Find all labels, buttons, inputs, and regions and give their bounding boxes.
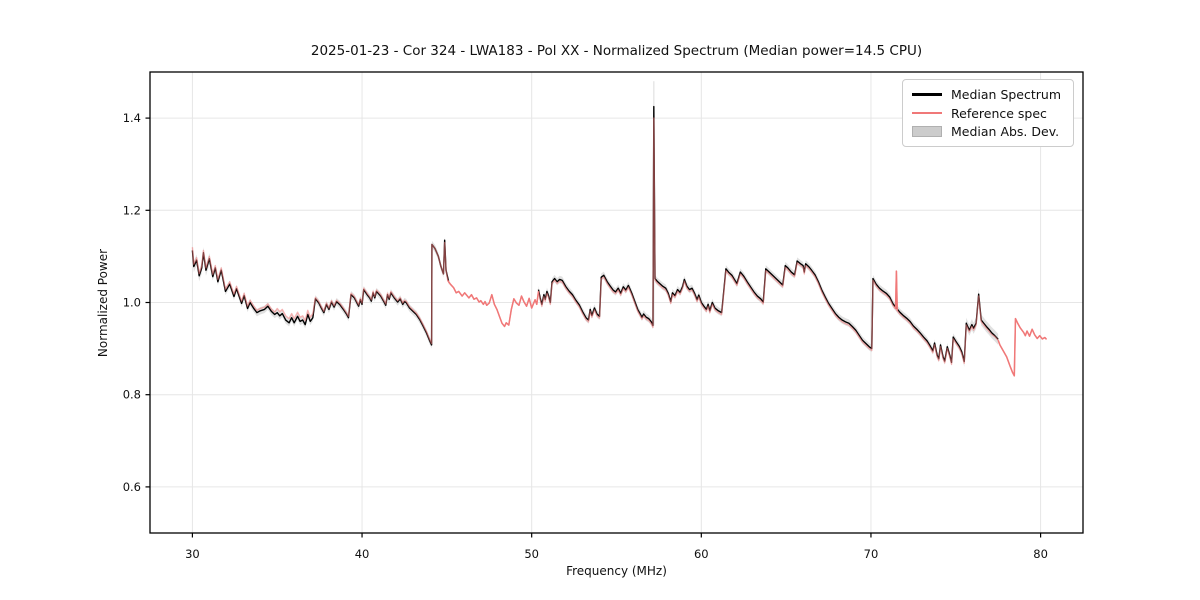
median-spectrum-line [191,105,999,364]
legend-item-median-abs-dev: Median Abs. Dev. [912,122,1064,141]
mad-band-area [192,236,449,349]
x-tick-label: 40 [355,547,370,561]
mad-band [192,81,999,368]
mad-patch-swatch [912,126,942,138]
legend-label: Reference spec [951,105,1047,121]
x-tick-label: 30 [185,547,200,561]
reference-spec-line-swatch [912,111,942,115]
reference-spec-path [191,117,1048,377]
x-axis-label: Frequency (MHz) [566,564,667,578]
y-tick-label: 0.8 [123,388,141,402]
y-tick-label: 1.0 [123,296,141,310]
y-tick-label: 1.2 [123,203,141,217]
reference-spec-solo-path [894,270,898,311]
y-tick-label: 0.6 [123,480,141,494]
median-spectrum-path [537,105,999,364]
legend-item-median-spectrum: Median Spectrum [912,85,1064,104]
tick-labels: 30 40 50 60 70 80 0.6 0.8 1.0 1.2 1.4 [123,111,1048,561]
grid-lines [150,72,1083,533]
chart-title: 2025-01-23 - Cor 324 - LWA183 - Pol XX -… [310,43,923,59]
median-spectrum-path [191,239,450,346]
reference-spec-solo-path [447,279,540,328]
axis-ticks [145,117,1042,538]
legend-box: Median Spectrum Reference spec Median Ab… [902,79,1074,147]
legend-label: Median Abs. Dev. [951,124,1060,140]
median-spectrum-line-swatch [912,93,942,96]
y-tick-label: 1.4 [123,111,141,125]
reference-spec-solo-path [997,317,1048,377]
legend-item-reference-spec: Reference spec [912,104,1064,123]
x-tick-label: 50 [524,547,539,561]
reference-spec-line [191,117,1048,377]
legend-label: Median Spectrum [951,86,1062,102]
x-tick-label: 60 [694,547,709,561]
x-tick-label: 70 [864,547,879,561]
x-tick-label: 80 [1033,547,1048,561]
